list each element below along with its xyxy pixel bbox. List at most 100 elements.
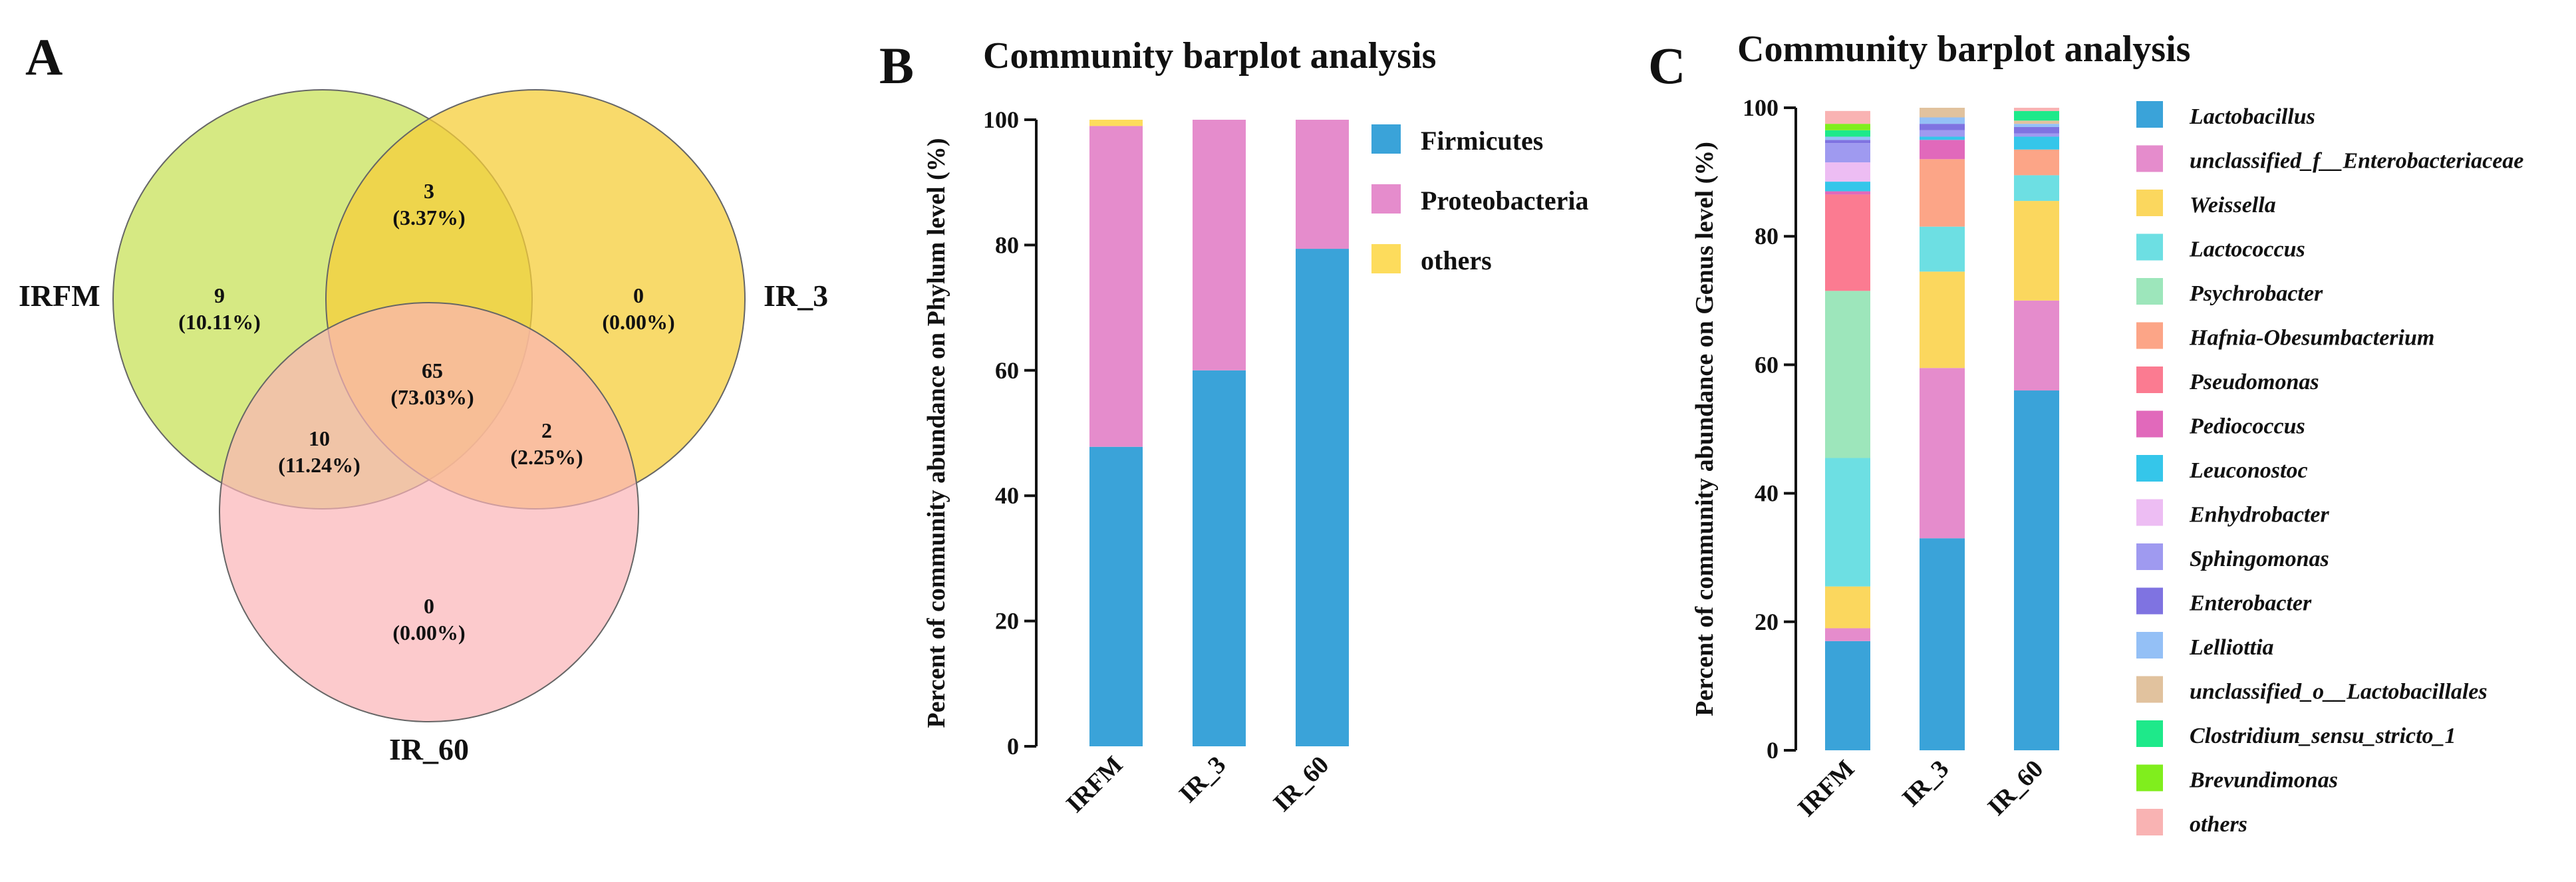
legend-label: Brevundimonas (2189, 768, 2338, 793)
phylum-barplot-panel: B Community barplot analysis IRFM IR_3 IR_… (879, 35, 1588, 818)
legend-swatch (2136, 278, 2163, 305)
bar-segment (1920, 159, 1965, 227)
y-tick-label: 20 (995, 608, 1019, 635)
legend-swatch (2136, 233, 2163, 261)
legend-swatch (2136, 499, 2163, 526)
x-tick-label: IR_3 (1897, 755, 1954, 812)
bar-segment (2014, 133, 2059, 137)
venn-set-label-ir3: IR_3 (764, 279, 828, 313)
venn-region-percent: (0.00%) (392, 621, 465, 645)
y-tick-label: 100 (1743, 94, 1779, 121)
venn-set-label-ir60: IR_60 (389, 732, 469, 766)
bar-segment (1920, 117, 1965, 124)
venn-region-percent: (10.11%) (178, 310, 261, 334)
genus-chart: IRFM IR_3 IR_60 0 20 40 60 80 100 Percent of comm… (1691, 94, 2523, 837)
venn-region-count: 3 (424, 179, 434, 203)
legend-label: Pseudomonas (2189, 370, 2319, 394)
legend-label: Enhydrobacter (2189, 503, 2329, 527)
bar-segment (1920, 140, 1965, 160)
y-axis-title: Percent of community abundance on Genus … (1691, 142, 1719, 716)
panel-letter-a: A (25, 28, 63, 86)
legend-swatch (1371, 124, 1401, 154)
bar-segment (2014, 110, 2059, 121)
y-tick-label: 40 (1755, 480, 1779, 507)
y-axis-title: Percent of community abundance on Phylum… (923, 138, 950, 728)
bar-segment (1825, 162, 1870, 182)
y-tick-label: 60 (995, 357, 1019, 384)
bar-segment (1825, 291, 1870, 458)
legend-label: Psychrobacter (2189, 281, 2323, 306)
legend-swatch (2136, 322, 2163, 349)
legend-swatch (2136, 720, 2163, 747)
legend-swatch (2136, 764, 2163, 792)
panel-letter-b: B (879, 37, 914, 94)
legend-swatch (2136, 367, 2163, 393)
legend-swatch (1371, 184, 1401, 214)
bar-segment (1825, 110, 1870, 124)
venn-region-percent: (73.03%) (390, 385, 474, 409)
venn-region-percent: (3.37%) (392, 206, 465, 229)
venn-region-percent: (2.25%) (510, 445, 583, 469)
legend-label: Sphingomonas (2190, 547, 2329, 571)
bar-segment (2014, 136, 2059, 150)
panel-letter-c: C (1648, 37, 1685, 94)
venn-panel: A IRFM IR_3 IR_60 9 (10.11%) 0 (0.00%) 0… (19, 28, 828, 766)
x-tick-label: IR_60 (1982, 755, 2049, 821)
venn-region-count: 0 (424, 594, 434, 618)
venn-region-count: 10 (309, 426, 330, 450)
bar-segment (1825, 191, 1870, 195)
venn-region-count: 65 (422, 359, 443, 382)
legend-swatch (2136, 455, 2163, 482)
legend-label: others (1421, 245, 1492, 275)
legend-swatch (2136, 543, 2163, 570)
legend-label: Pediococcus (2189, 414, 2305, 439)
bar-segment (1920, 108, 1965, 118)
legend-swatch (2136, 632, 2163, 659)
bar-segment (1920, 136, 1965, 140)
chart-title: Community barplot analysis (1737, 29, 2190, 70)
bar-segment (2014, 149, 2059, 176)
bar-segment (1089, 126, 1143, 447)
bar-segment (1825, 124, 1870, 130)
legend-swatch (2136, 587, 2163, 615)
legend-label: Proteobacteria (1421, 186, 1588, 216)
venn-region-count: 9 (214, 283, 225, 307)
bar-segment (1920, 368, 1965, 539)
bar-segment (1825, 136, 1870, 140)
x-tick-label: IRFM (1792, 755, 1860, 822)
y-tick-label: 40 (995, 482, 1019, 509)
bar-segment (1825, 130, 1870, 137)
venn-set-label-irfm: IRFM (19, 279, 100, 313)
y-tick-label: 80 (1755, 223, 1779, 249)
legend-label: Weissella (2190, 193, 2276, 218)
legend-label: Lelliottia (2189, 635, 2274, 660)
bar-segment (1825, 194, 1870, 291)
bar-segment (1920, 538, 1965, 750)
bar-segment (1193, 370, 1246, 746)
y-tick-label: 80 (995, 231, 1019, 258)
bar-segment (1296, 249, 1349, 746)
bar-segment (2014, 120, 2059, 124)
legend-label: Hafnia-Obesumbacterium (2189, 326, 2434, 351)
legend-label: unclassified_f__Enterobacteriaceae (2190, 149, 2523, 174)
bar-segment (2014, 201, 2059, 301)
chart-title: Community barplot analysis (983, 35, 1436, 76)
bar-segment (1825, 586, 1870, 629)
bar-segment (1825, 628, 1870, 641)
bar-segment (1920, 130, 1965, 137)
x-tick-label: IR_60 (1268, 751, 1334, 817)
legend-swatch (1371, 244, 1401, 273)
venn-region-count: 0 (633, 283, 644, 307)
legend-label: Leuconostoc (2189, 458, 2308, 483)
bar-segment (2014, 124, 2059, 127)
y-tick-label: 100 (983, 106, 1019, 133)
y-tick-label: 0 (1767, 737, 1779, 764)
legend-swatch (2136, 101, 2163, 128)
bar-segment (1825, 143, 1870, 163)
legend-swatch (2136, 676, 2163, 703)
x-tick-label: IRFM (1061, 751, 1128, 818)
legend-label: Enterobacter (2189, 591, 2312, 616)
bar-segment (1920, 271, 1965, 368)
legend-label: Clostridium_sensu_stricto_1 (2190, 724, 2456, 748)
phylum-chart: IRFM IR_3 IR_60 0 20 40 60 80 100 Percent of comm… (923, 106, 1588, 818)
